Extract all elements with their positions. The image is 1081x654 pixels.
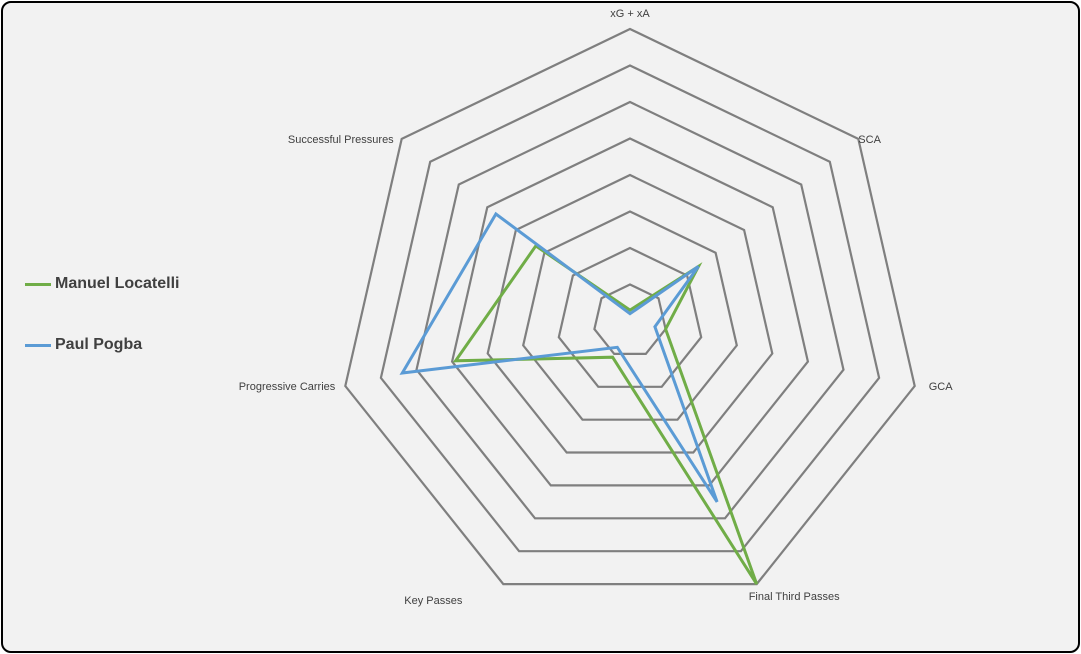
axis-label-2: GCA — [929, 381, 954, 393]
axis-label-1: SCA — [858, 134, 881, 146]
legend-label-locatelli: Manuel Locatelli — [55, 275, 180, 292]
grid-ring-3 — [522, 210, 738, 421]
series-line-0 — [452, 243, 759, 585]
grid-ring-7 — [379, 64, 881, 553]
grid-ring-1 — [593, 283, 667, 355]
legend-label-pogba: Paul Pogba — [55, 336, 143, 353]
legend-item-locatelli: Manuel Locatelli — [25, 271, 179, 297]
axis-label-0: xG + xA — [610, 8, 650, 20]
legend-item-pogba: Paul Pogba — [25, 332, 179, 358]
legend-swatch-pogba — [25, 343, 51, 347]
axis-label-4: Key Passes — [404, 595, 463, 607]
series-line-1 — [399, 211, 719, 503]
legend-swatch-locatelli — [25, 282, 51, 286]
grid-ring-4 — [486, 173, 774, 454]
grid-ring-8 — [344, 27, 916, 586]
axis-label-5: Progressive Carries — [239, 381, 336, 393]
grid-ring-6 — [415, 100, 845, 520]
axis-label-6: Successful Pressures — [288, 134, 394, 146]
grid-ring-5 — [450, 137, 810, 487]
legend: Manuel Locatelli Paul Pogba — [25, 271, 179, 393]
radar-chart: xG + xA SCA GCA Final Third Passes Key Passe… — [239, 8, 954, 607]
axis-label-3: Final Third Passes — [749, 591, 840, 603]
